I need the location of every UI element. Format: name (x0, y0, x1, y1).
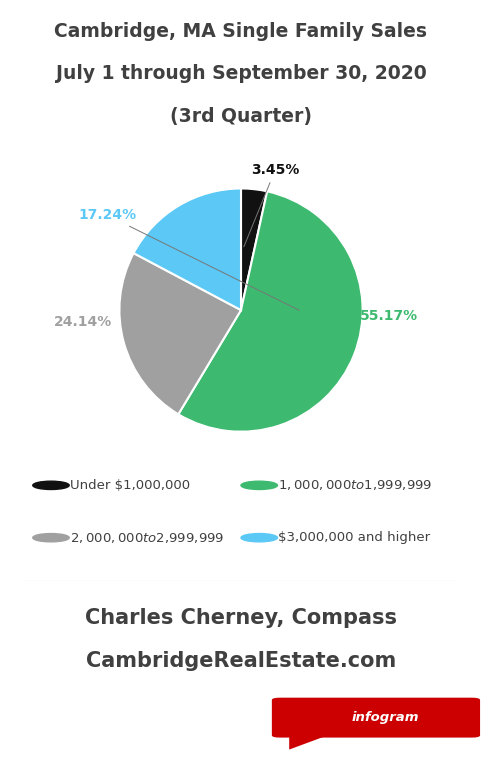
Wedge shape (178, 192, 362, 432)
Text: 3.45%: 3.45% (244, 163, 299, 247)
Text: Under $1,000,000: Under $1,000,000 (69, 479, 190, 492)
Wedge shape (120, 253, 241, 414)
Text: 17.24%: 17.24% (78, 208, 299, 310)
Text: 55.17%: 55.17% (360, 309, 418, 323)
Circle shape (241, 481, 278, 489)
Text: (3rd Quarter): (3rd Quarter) (170, 107, 312, 126)
Text: July 1 through September 30, 2020: July 1 through September 30, 2020 (55, 65, 427, 84)
Polygon shape (289, 736, 328, 749)
Text: $2,000,000 to $2,999,999: $2,000,000 to $2,999,999 (69, 530, 224, 545)
Wedge shape (134, 188, 241, 310)
FancyBboxPatch shape (272, 698, 480, 737)
Wedge shape (241, 188, 267, 310)
Circle shape (33, 534, 69, 542)
Text: Cambridge, MA Single Family Sales: Cambridge, MA Single Family Sales (54, 22, 428, 41)
Text: $1,000,000 to $1,999,999: $1,000,000 to $1,999,999 (278, 478, 432, 492)
Circle shape (241, 534, 278, 542)
Text: infogram: infogram (352, 711, 419, 724)
Text: $3,000,000 and higher: $3,000,000 and higher (278, 531, 430, 544)
Text: 24.14%: 24.14% (54, 315, 112, 329)
Text: Charles Cherney, Compass: Charles Cherney, Compass (85, 608, 397, 629)
Circle shape (33, 481, 69, 489)
Text: CambridgeRealEstate.com: CambridgeRealEstate.com (86, 651, 396, 671)
